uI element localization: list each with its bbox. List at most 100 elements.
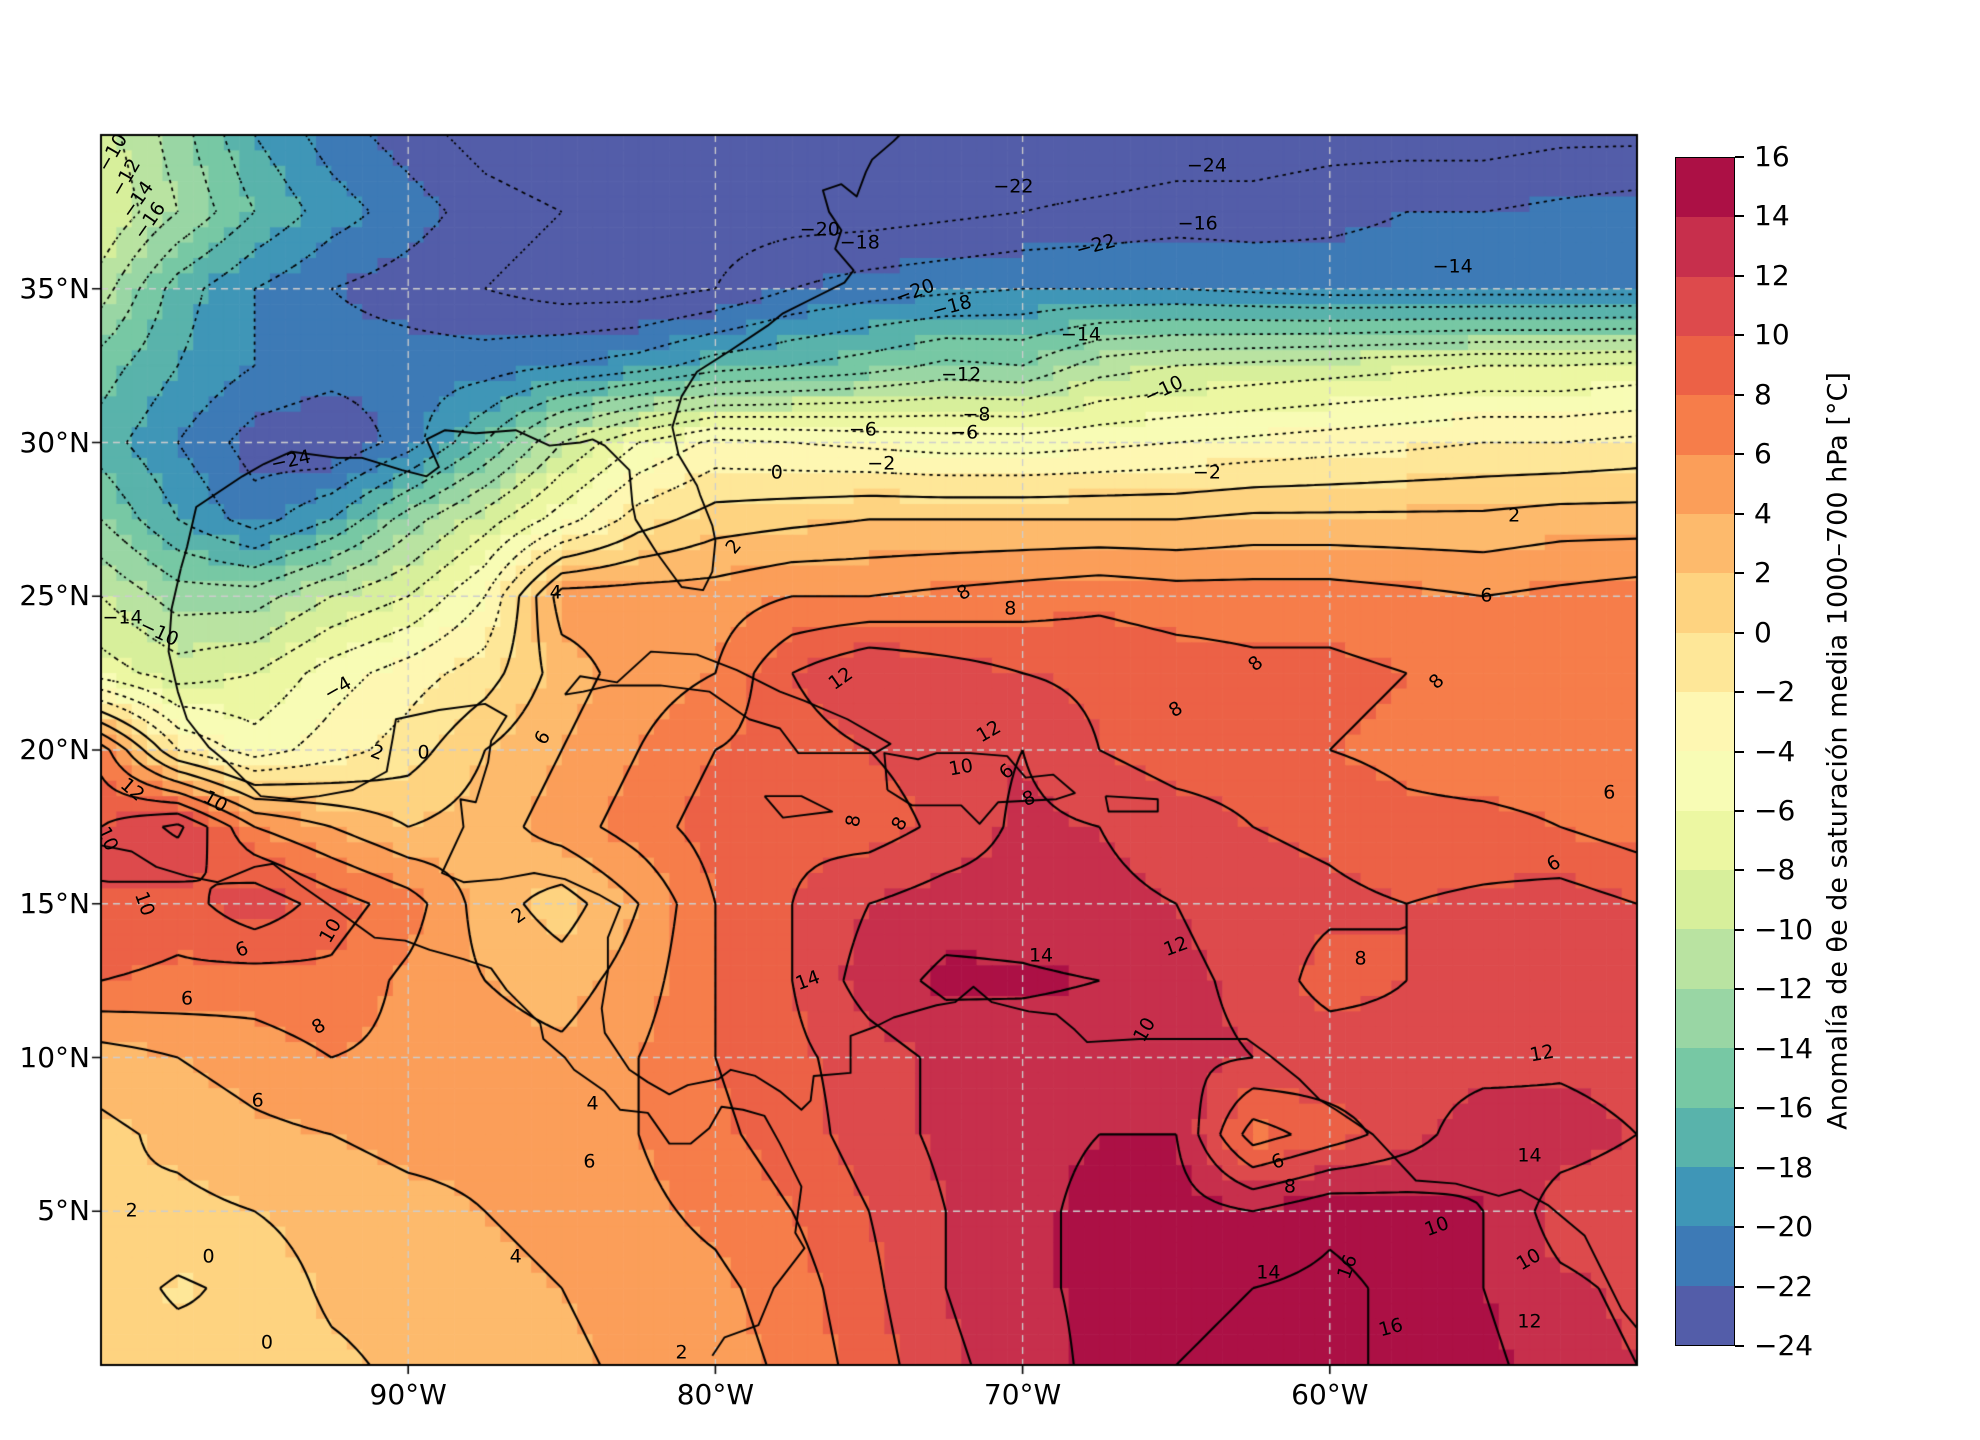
x-axis-tick-label: 80°W (676, 1378, 755, 1411)
contour-label: 2 (368, 740, 388, 765)
colorbar-segment (1676, 1048, 1734, 1108)
colorbar-tick (1735, 809, 1744, 812)
x-axis-tick-label: 70°W (983, 1378, 1062, 1411)
contour-label: 4 (509, 1245, 522, 1268)
contour-label: −6 (848, 418, 877, 441)
contour-label: −14 (1060, 323, 1102, 346)
contour-label: 0 (770, 461, 783, 484)
contour-label: −22 (993, 175, 1034, 198)
contour-label: −8 (962, 403, 991, 426)
contour-label: −4 (319, 671, 355, 705)
colorbar-tick (1735, 156, 1744, 158)
contour-label: 10 (101, 823, 123, 855)
contour-label: −14 (1432, 255, 1473, 278)
contour-label: 8 (1165, 697, 1187, 723)
colorbar-tick-label: 0 (1754, 615, 1772, 649)
colorbar-tick-label: −4 (1754, 734, 1796, 768)
colorbar-tick (1735, 1345, 1744, 1347)
contour-label: 8 (841, 812, 866, 829)
y-axis-tick-label: 15°N (19, 886, 90, 920)
colorbar-tick-label: 8 (1754, 377, 1772, 411)
colorbar-tick (1735, 1047, 1744, 1050)
contour-label: 8 (1424, 669, 1450, 695)
contour-label: 12 (972, 715, 1005, 747)
contour-label: −12 (941, 363, 982, 386)
x-axis-tick-label: 60°W (1291, 1378, 1369, 1411)
contour-label: 6 (995, 758, 1019, 784)
colorbar-tick-label: 12 (1754, 258, 1790, 292)
contour-label: −6 (950, 421, 979, 444)
contour-label: 8 (953, 580, 975, 606)
contour-label: 14 (1256, 1261, 1281, 1284)
colorbar-segment (1676, 217, 1734, 277)
contour-label: 6 (232, 937, 252, 962)
colorbar-tick-label: −2 (1754, 675, 1796, 709)
colorbar-tick (1735, 1166, 1744, 1169)
colorbar-tick-label: 2 (1754, 556, 1772, 590)
contour-label: 12 (1527, 1040, 1556, 1067)
contour-label: 6 (1603, 781, 1616, 804)
contour-label: 8 (1019, 786, 1039, 812)
colorbar-tick (1735, 215, 1744, 218)
contour-label: −24 (269, 445, 314, 476)
colorbar-segment (1676, 632, 1734, 693)
contour-label: −18 (839, 231, 880, 254)
colorbar-tick-label: −14 (1754, 1031, 1814, 1065)
colorbar-segment (1676, 810, 1734, 871)
colorbar-tick (1735, 453, 1744, 456)
contour-label: 2 (507, 903, 530, 929)
colorbar-tick-label: −12 (1754, 972, 1814, 1006)
contour-label: 12 (115, 773, 149, 806)
colorbar-segment (1676, 988, 1734, 1049)
contour-label: 10 (1422, 1211, 1453, 1241)
y-axis-tick-label: 25°N (19, 579, 90, 613)
contour-label: 8 (308, 1013, 330, 1039)
contour-label: 2 (675, 1341, 688, 1364)
y-axis-tick-label: 10°N (19, 1040, 90, 1074)
contour-label: 10 (1129, 1013, 1161, 1046)
contour-label: 2 (721, 535, 746, 559)
colorbar-tick (1735, 512, 1744, 515)
contour-labels-layer: −10 −12 −14 −16 −24 −22 −22 −20 −18 −16 −14 −20 −18−… (101, 135, 1637, 1365)
x-axis-tick-label: 90°W (369, 1378, 447, 1411)
colorbar-segment (1676, 870, 1734, 930)
contour-label: −20 (799, 218, 840, 241)
colorbar-tick-label: −20 (1754, 1210, 1814, 1244)
colorbar-segment (1676, 692, 1734, 752)
colorbar-tick-label: 16 (1754, 140, 1790, 173)
contour-label: 4 (586, 1092, 599, 1115)
contour-label: 10 (129, 888, 159, 919)
contour-label: −18 (929, 290, 975, 323)
colorbar-tick-label: 10 (1754, 318, 1790, 352)
contour-label: 12 (824, 662, 858, 695)
contour-label: 4 (549, 581, 562, 604)
contour-label: 2 (1508, 504, 1521, 527)
colorbar-tick (1735, 631, 1744, 634)
contour-label: 8 (1244, 651, 1268, 676)
contour-label: 6 (583, 1150, 596, 1173)
colorbar-tick-label: −10 (1754, 912, 1814, 946)
colorbar-segment (1676, 1285, 1734, 1345)
colorbar-segment (1676, 454, 1734, 515)
contour-label: 0 (260, 1331, 273, 1354)
contour-label: 6 (530, 726, 556, 749)
colorbar-tick (1735, 393, 1744, 396)
colorbar-segment (1676, 929, 1734, 989)
colorbar-tick (1735, 334, 1744, 337)
contour-label: 0 (202, 1245, 215, 1268)
colorbar-tick-label: 4 (1754, 496, 1772, 530)
colorbar-tick (1735, 869, 1744, 872)
contour-label: 8 (1354, 947, 1367, 970)
contour-label: 14 (1517, 1144, 1542, 1167)
colorbar (1675, 157, 1735, 1346)
colorbar-segment (1676, 158, 1734, 218)
colorbar-axis-label-text: Anomalía de θe de saturación media 1000–… (1822, 372, 1854, 1130)
contour-label: −22 (1073, 229, 1119, 262)
colorbar-tick (1735, 572, 1744, 575)
y-axis-tick-label: 20°N (19, 733, 90, 766)
contour-label: 12 (1160, 931, 1192, 961)
contour-label: −2 (867, 452, 896, 475)
colorbar-tick (1735, 1226, 1744, 1229)
